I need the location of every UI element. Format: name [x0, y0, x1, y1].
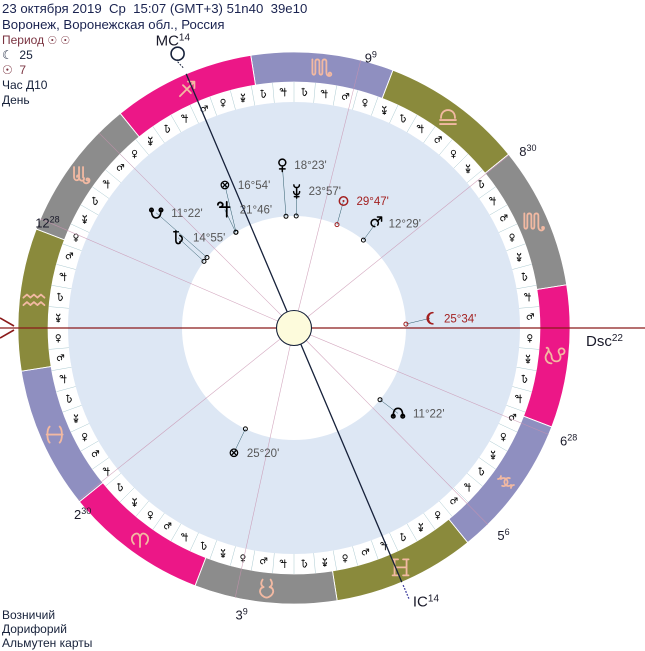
svg-text:25°20': 25°20': [247, 448, 279, 460]
svg-text:16°54': 16°54': [238, 180, 270, 192]
svg-text:628: 628: [560, 433, 577, 449]
svg-text:14°55': 14°55': [193, 233, 225, 245]
svg-text:830: 830: [519, 143, 536, 159]
svg-text:11°22': 11°22': [171, 208, 203, 220]
svg-text:99: 99: [365, 49, 377, 65]
svg-text:21°46': 21°46': [240, 205, 272, 217]
svg-text:IC14: IC14: [413, 594, 440, 611]
svg-text:25°34': 25°34': [444, 313, 476, 325]
svg-text:23°57': 23°57': [309, 186, 341, 198]
svg-text:56: 56: [497, 527, 509, 543]
svg-text:18°23': 18°23': [294, 160, 326, 172]
svg-text:29°47': 29°47': [357, 196, 389, 208]
svg-text:MC14: MC14: [156, 33, 191, 50]
svg-text:Dsc22: Dsc22: [586, 333, 623, 350]
svg-text:39: 39: [236, 607, 248, 623]
svg-text:12°29': 12°29': [389, 219, 421, 231]
svg-text:11°22': 11°22': [413, 408, 445, 420]
svg-text:230: 230: [74, 506, 91, 522]
